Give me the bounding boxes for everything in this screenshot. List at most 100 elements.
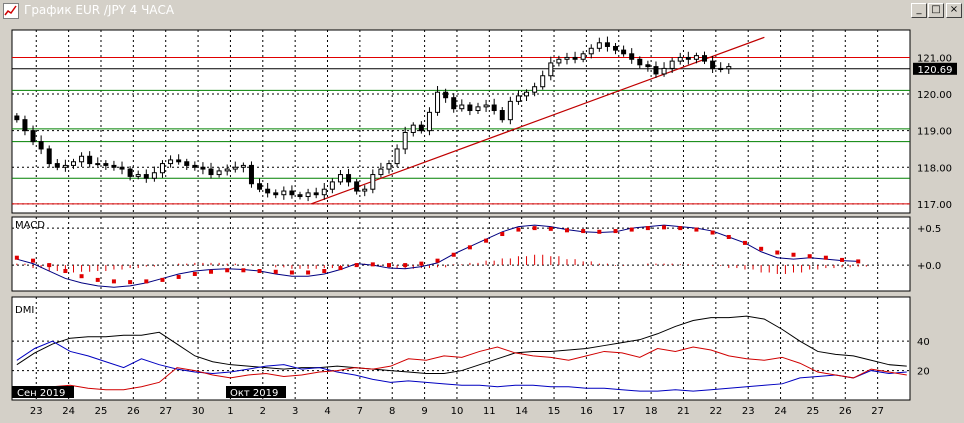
macd-tick-label: +0.0 <box>917 261 941 272</box>
macd-signal-dot <box>629 227 634 232</box>
candle-body <box>135 174 141 177</box>
chart-area: 117.00 118.00 119.00 120.00 121.00 120.69 +0… <box>0 22 964 423</box>
candle-body <box>604 42 610 47</box>
candle-body <box>613 45 619 51</box>
macd-signal-dot <box>192 271 197 276</box>
candle-body <box>70 161 76 166</box>
candle-body <box>515 95 521 102</box>
date-tick-label: 3 <box>292 406 298 417</box>
candle-body <box>297 194 303 198</box>
macd-signal-dot <box>856 259 861 264</box>
candle-body <box>645 64 651 68</box>
candle-body <box>507 100 513 121</box>
macd-signal-dot <box>338 266 343 271</box>
candle-body <box>281 190 287 196</box>
macd-signal-dot <box>435 258 440 263</box>
minimize-button[interactable]: _ <box>911 3 927 18</box>
macd-signal-dot <box>370 262 375 267</box>
last-price-tag: 120.69 <box>913 62 957 76</box>
candle-body <box>54 163 60 168</box>
title-bar: График EUR /JPY 4 ЧАСА _ □ × <box>0 0 964 23</box>
chart-app-icon <box>3 3 19 19</box>
price-panel: 117.00 118.00 119.00 120.00 121.00 120.69 <box>11 29 957 214</box>
price-level-lines <box>12 56 910 205</box>
trend-line <box>311 36 765 205</box>
date-tick-label: 25 <box>95 406 108 417</box>
date-tick-label: 21 <box>677 406 690 417</box>
date-tick-label: 17 <box>612 406 625 417</box>
candle-body <box>685 56 691 60</box>
macd-signal-dot <box>710 230 715 235</box>
date-tick-label: 23 <box>742 406 755 417</box>
price-grid <box>12 30 910 213</box>
candle-body <box>410 124 416 133</box>
macd-signal-dot <box>176 274 181 279</box>
date-tick-label: 23 <box>30 406 43 417</box>
candle-body <box>491 104 497 112</box>
candle-body <box>14 115 20 121</box>
macd-signal-dot <box>403 263 408 268</box>
macd-signal-dot <box>225 268 230 273</box>
dmi-label: DMI <box>15 305 34 316</box>
candle-body <box>354 181 360 192</box>
macd-signal-dot <box>807 254 812 259</box>
candle-body <box>637 58 643 66</box>
candle-body <box>435 91 441 113</box>
month-label-sep: Сен 2019 <box>12 386 74 399</box>
candle-body <box>702 55 708 62</box>
candle-body <box>95 163 101 166</box>
candle-body <box>200 166 206 170</box>
candle-body <box>564 56 570 60</box>
macd-signal-dot <box>532 226 537 231</box>
candle-body <box>378 168 384 176</box>
dmi-series-line <box>16 315 907 375</box>
dmi-series-line <box>16 340 907 392</box>
candle-body <box>443 91 449 99</box>
candle-body <box>232 166 238 170</box>
price-tick-label: 119.00 <box>917 127 952 138</box>
candle-body <box>588 47 594 55</box>
candle-body <box>418 124 424 132</box>
candle-body <box>370 174 376 190</box>
macd-signal-dot <box>451 252 456 257</box>
candle-body <box>580 53 586 60</box>
candle-body <box>103 163 109 166</box>
dmi-lines <box>16 315 907 394</box>
candle-body <box>265 188 271 194</box>
candle-body <box>661 67 667 75</box>
date-tick-label: 15 <box>548 406 561 417</box>
macd-signal-dot <box>241 268 246 273</box>
candle-body <box>143 174 149 179</box>
close-button[interactable]: × <box>946 3 962 18</box>
macd-signal-dot <box>840 257 845 262</box>
candle-body <box>216 170 222 176</box>
macd-signal-dot <box>823 255 828 260</box>
candle-body <box>524 91 530 97</box>
date-tick-label: 27 <box>871 406 884 417</box>
macd-signal-dot <box>759 246 764 251</box>
month-label-oct: Окт 2019 <box>226 386 286 399</box>
candle-body <box>532 86 538 93</box>
candle-body <box>289 190 295 196</box>
candle-body <box>346 174 352 183</box>
macd-signal-dot <box>791 252 796 257</box>
candle-body <box>38 141 44 150</box>
macd-signal-dot <box>273 269 278 274</box>
macd-axis-labels: +0.5 +0.0 <box>917 224 941 272</box>
date-tick-label: 27 <box>159 406 172 417</box>
candle-body <box>693 55 699 60</box>
candle-body <box>669 60 675 69</box>
macd-signal-dot <box>160 277 165 282</box>
date-tick-label: 11 <box>483 406 496 417</box>
macd-signal-dot <box>645 226 650 231</box>
month-label-october: Окт 2019 <box>230 388 278 399</box>
candle-body <box>329 181 335 190</box>
macd-tick-label: +0.5 <box>917 224 941 235</box>
macd-signal-dot <box>500 232 505 237</box>
maximize-button[interactable]: □ <box>928 3 944 18</box>
macd-signal-dot <box>63 269 68 274</box>
price-tick-label: 118.00 <box>917 163 952 174</box>
candle-body <box>572 56 578 60</box>
candle-body <box>402 131 408 150</box>
dmi-tick-label: 40 <box>917 337 930 348</box>
